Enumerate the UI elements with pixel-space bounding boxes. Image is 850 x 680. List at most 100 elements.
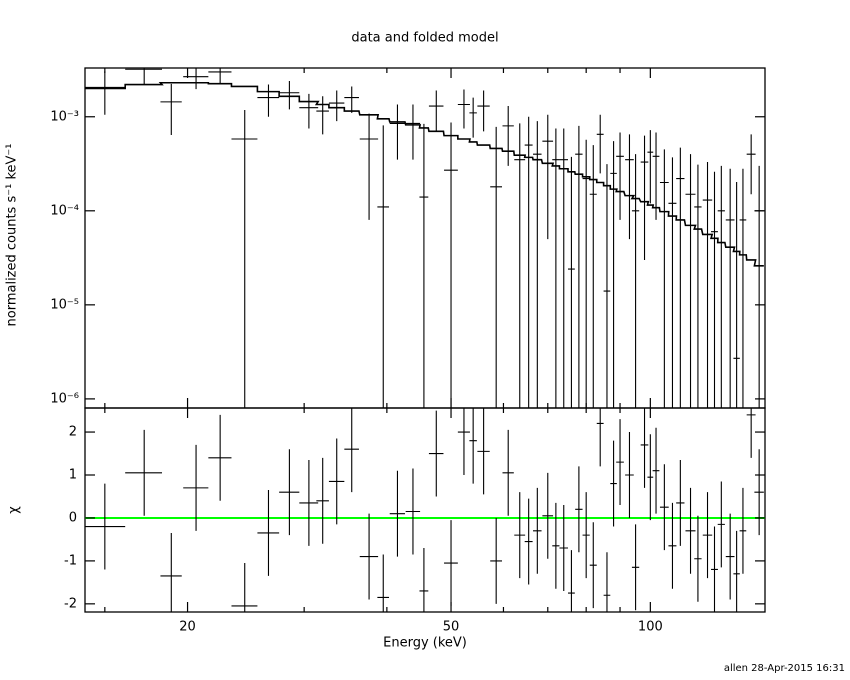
- residual-point: [694, 515, 702, 602]
- residual-point: [589, 522, 597, 609]
- residual-y-tick-label: 0: [69, 510, 77, 525]
- data-point: [279, 81, 300, 110]
- residual-point: [344, 408, 359, 493]
- data-point: [359, 113, 379, 220]
- residual-axis-label: χ: [7, 506, 22, 514]
- residual-point: [652, 427, 660, 514]
- data-point: [477, 90, 490, 132]
- data-point: [208, 68, 232, 85]
- residual-point: [208, 414, 232, 501]
- footer-annotation: allen 28-Apr-2015 16:31: [724, 663, 845, 674]
- residual-point: [610, 440, 617, 527]
- x-tick-label: 20: [179, 620, 196, 635]
- residual-point: [754, 449, 764, 536]
- y-tick-label: 10⁻³: [50, 109, 79, 124]
- residual-point: [428, 410, 444, 497]
- residual-y-tick-label: 1: [69, 467, 77, 482]
- residual-point: [328, 438, 345, 525]
- residual-y-tick-label: -2: [64, 596, 77, 611]
- model-step-line: [85, 81, 764, 267]
- data-point: [428, 90, 444, 132]
- top-plot-area: [85, 68, 764, 408]
- residual-point: [717, 481, 725, 568]
- data-point: [575, 125, 583, 408]
- data-point: [85, 71, 126, 115]
- residual-point: [457, 408, 470, 475]
- data-point: [754, 165, 764, 408]
- residual-point: [377, 554, 390, 612]
- residual-point: [316, 457, 329, 544]
- data-point: [652, 132, 660, 220]
- residual-point: [746, 408, 756, 458]
- residual-point: [676, 459, 685, 546]
- residual-point: [183, 444, 209, 531]
- residual-point: [419, 548, 429, 612]
- data-point: [328, 90, 345, 122]
- data-point: [647, 130, 654, 204]
- residual-point: [702, 492, 713, 579]
- x-tick-label: 50: [443, 620, 460, 635]
- data-point: [625, 134, 634, 240]
- data-point: [419, 123, 429, 408]
- y-tick-label: 10⁻⁵: [50, 297, 79, 312]
- data-point: [502, 106, 514, 166]
- residual-point: [575, 466, 583, 553]
- residual-point: [299, 459, 319, 546]
- residual-point: [647, 434, 654, 521]
- data-point: [469, 97, 477, 138]
- data-point: [659, 149, 669, 408]
- data-point: [603, 164, 611, 408]
- data-point: [490, 126, 503, 408]
- residual-point: [469, 408, 477, 484]
- residual-point: [631, 524, 640, 611]
- residual-point: [160, 532, 182, 612]
- data-point: [596, 114, 604, 174]
- residual-point: [725, 513, 735, 600]
- data-point: [610, 141, 617, 408]
- data-point: [299, 93, 319, 129]
- residual-point: [567, 550, 575, 612]
- residual-point: [552, 502, 560, 589]
- residual-point: [257, 490, 280, 576]
- residual-point: [533, 487, 542, 574]
- bottom-panel-frame: [84, 407, 766, 613]
- data-point: [533, 121, 542, 408]
- x-axis-label: Energy (keV): [383, 636, 467, 651]
- data-point: [231, 110, 258, 408]
- residual-point: [668, 502, 677, 589]
- residual-point: [514, 492, 526, 579]
- data-point: [694, 164, 702, 408]
- data-point: [631, 154, 640, 408]
- residual-point: [389, 470, 405, 557]
- residual-point: [559, 505, 568, 591]
- residual-point: [625, 432, 634, 518]
- data-point: [582, 139, 590, 408]
- data-point: [344, 86, 359, 113]
- data-point: [457, 89, 470, 129]
- data-point: [444, 122, 458, 408]
- residual-point: [711, 526, 718, 612]
- residual-point: [490, 517, 503, 604]
- data-point: [524, 116, 533, 408]
- data-point: [160, 83, 182, 135]
- residual-point: [444, 520, 458, 606]
- residual-point: [640, 408, 649, 488]
- data-point: [676, 147, 685, 408]
- residual-point: [659, 464, 669, 551]
- residual-point: [733, 530, 740, 612]
- chart-title: data and folded model: [351, 31, 498, 46]
- residual-point: [616, 419, 624, 506]
- y-tick-label: 10⁻⁴: [50, 203, 79, 218]
- data-point: [640, 135, 649, 260]
- residual-point: [405, 468, 421, 555]
- data-point: [514, 123, 526, 408]
- data-point: [746, 134, 756, 195]
- residual-y-tick-label: 2: [69, 425, 77, 440]
- data-point: [125, 68, 163, 85]
- data-point: [567, 156, 575, 408]
- y-axis-label: normalized counts s⁻¹ keV⁻¹: [5, 144, 20, 327]
- residual-point: [582, 492, 590, 579]
- data-point: [685, 154, 696, 408]
- data-point: [733, 181, 740, 408]
